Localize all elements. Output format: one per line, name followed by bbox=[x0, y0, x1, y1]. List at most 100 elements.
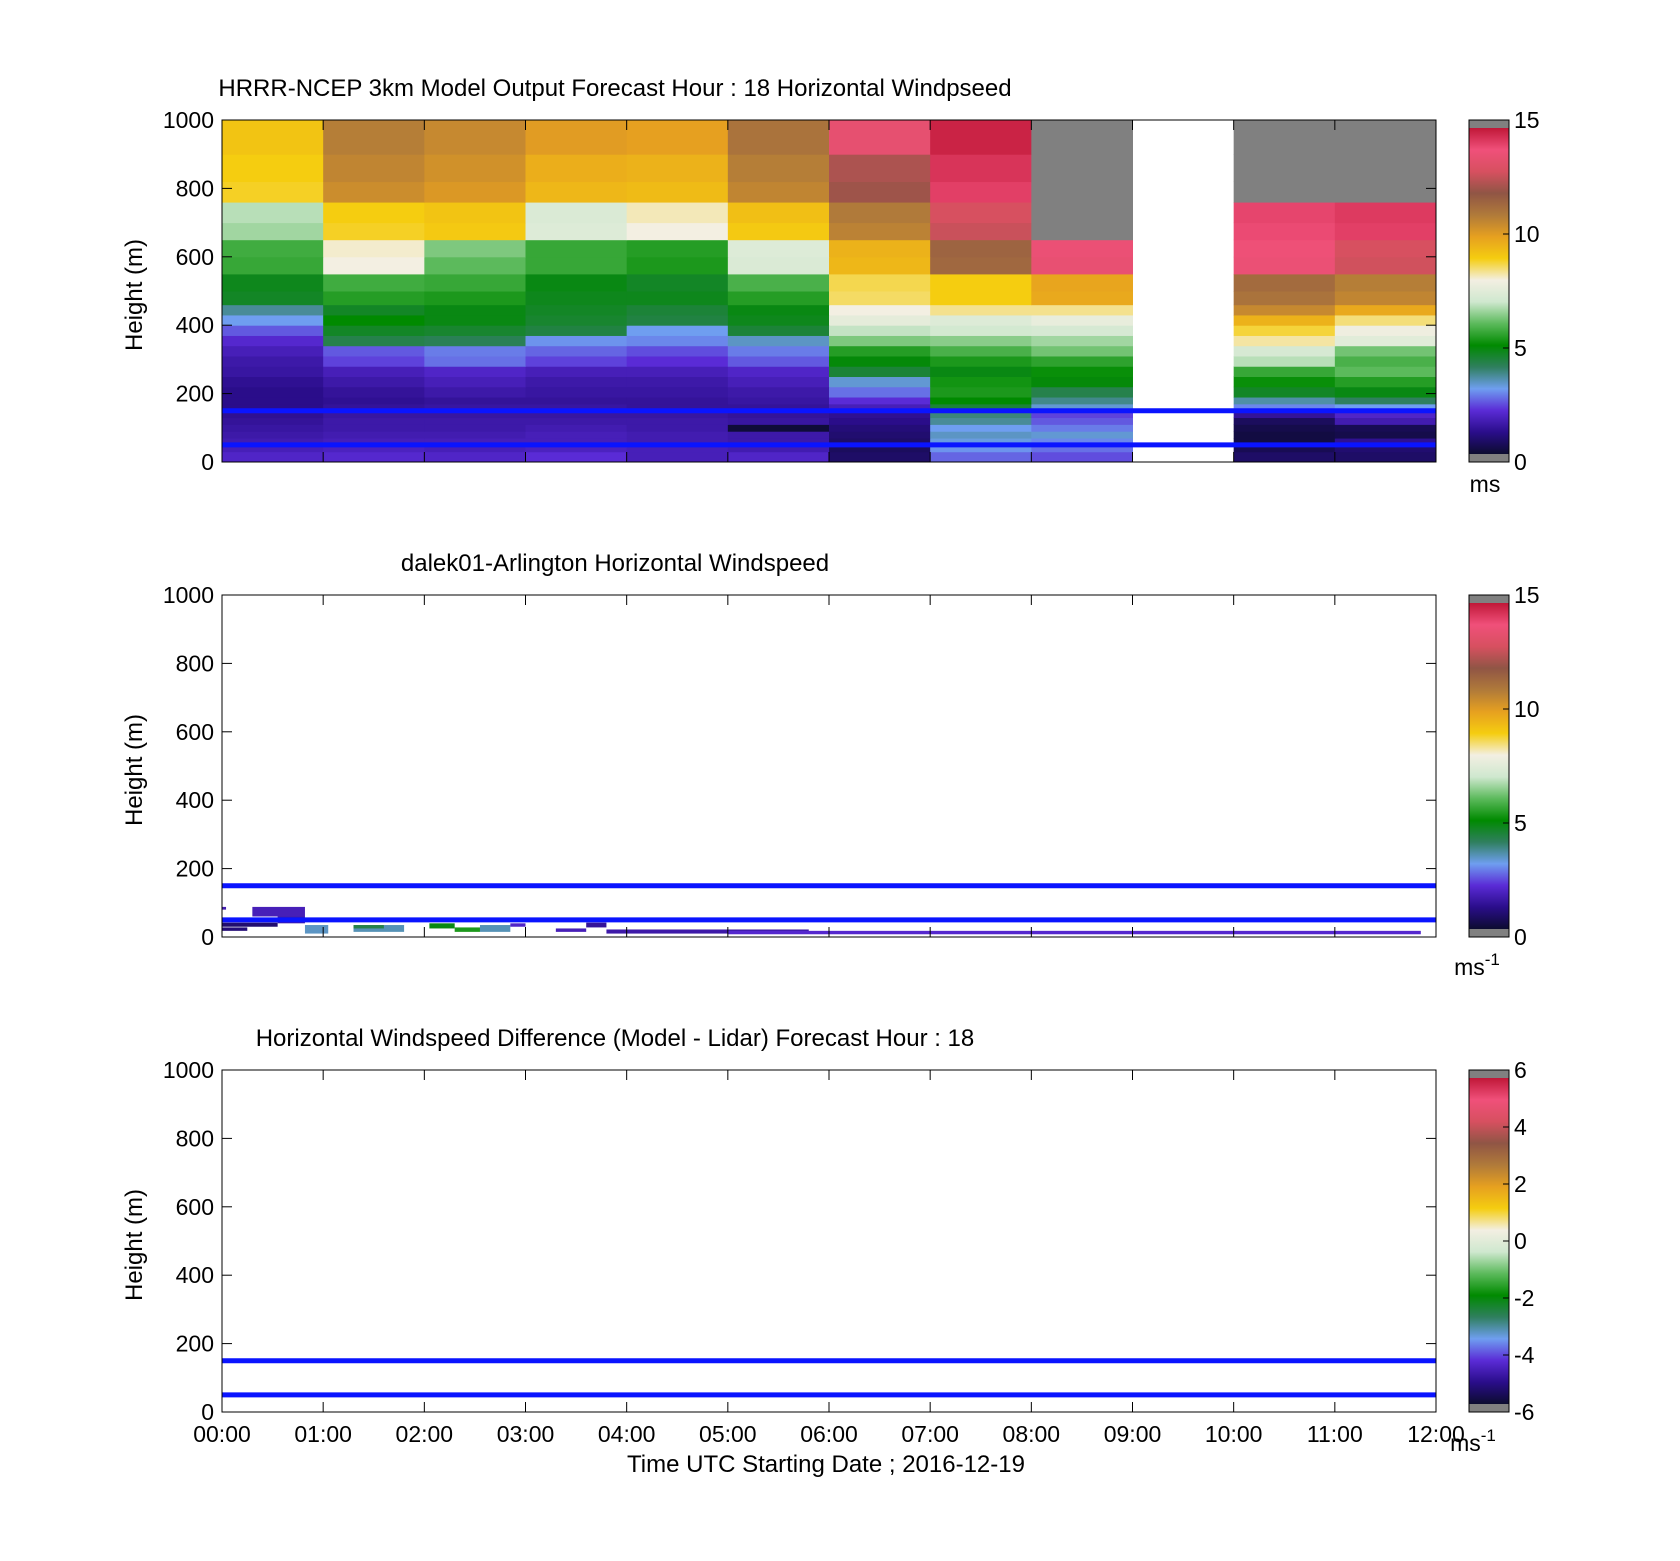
heatmap-cell bbox=[1233, 403, 1336, 412]
heatmap-cell bbox=[1334, 451, 1437, 463]
heatmap-cell bbox=[222, 451, 324, 463]
lidar-data-patch bbox=[252, 906, 305, 917]
colorbar-tick-label: 10 bbox=[1514, 221, 1540, 247]
heatmap-cell bbox=[1334, 335, 1437, 347]
heatmap-cell bbox=[1233, 325, 1336, 336]
heatmap-cell bbox=[323, 376, 425, 388]
panel-difference-title: Horizontal Windspeed Difference (Model -… bbox=[256, 1025, 975, 1052]
heatmap-cell bbox=[1233, 314, 1336, 326]
heatmap-cell bbox=[424, 431, 526, 439]
heatmap-cell bbox=[424, 366, 526, 377]
heatmap-cell bbox=[829, 273, 931, 292]
colorbar-over-cap bbox=[1469, 595, 1509, 603]
heatmap-cell bbox=[323, 397, 425, 405]
heatmap-cell bbox=[222, 256, 324, 275]
heatmap-cell bbox=[829, 397, 931, 405]
heatmap-cell bbox=[222, 314, 324, 326]
colorbar-tick-label: 0 bbox=[1514, 1228, 1527, 1254]
colorbar-tick-label: 0 bbox=[1514, 924, 1527, 950]
heatmap-cell bbox=[525, 335, 628, 347]
y-tick-label: 400 bbox=[176, 312, 214, 338]
panel-lidar-title: dalek01-Arlington Horizontal Windspeed bbox=[401, 550, 829, 577]
y-tick-label: 600 bbox=[176, 1194, 214, 1220]
heatmap-cell bbox=[829, 376, 931, 388]
heatmap-cell bbox=[626, 256, 729, 275]
heatmap-cell bbox=[1334, 256, 1437, 275]
heatmap-cell bbox=[727, 403, 830, 412]
heatmap-cell bbox=[930, 314, 1032, 326]
heatmap-cell bbox=[1031, 291, 1133, 306]
colorbar-tick-label: -6 bbox=[1514, 1399, 1534, 1425]
heatmap-cell bbox=[222, 386, 324, 398]
heatmap-cell bbox=[222, 291, 324, 306]
heatmap-cell bbox=[525, 431, 628, 439]
heatmap-cell bbox=[222, 417, 324, 425]
y-tick-label: 1000 bbox=[163, 107, 214, 133]
heatmap-cell bbox=[1031, 366, 1133, 377]
heatmap-cell bbox=[626, 397, 729, 405]
heatmap-cell bbox=[829, 410, 931, 419]
lidar-data-patch bbox=[586, 922, 607, 928]
colorbar: -6 -4 -2 0 2 4 6 bbox=[1468, 1057, 1535, 1425]
heatmap-cell bbox=[525, 222, 628, 241]
heatmap-cell bbox=[930, 431, 1032, 439]
plot-area: 0 200 400 600 800 1000 bbox=[163, 107, 1437, 475]
y-tick-label: 1000 bbox=[163, 1057, 214, 1083]
heatmap-cell bbox=[424, 410, 526, 419]
heatmap-cell bbox=[1031, 335, 1133, 347]
heatmap-cell bbox=[525, 444, 628, 453]
heatmap-cell bbox=[323, 304, 425, 316]
heatmap-cell bbox=[424, 239, 526, 258]
y-tick-label: 200 bbox=[176, 856, 214, 882]
heatmap-cell bbox=[930, 403, 1032, 412]
unit-base: ms bbox=[1454, 954, 1485, 980]
heatmap-cell bbox=[1233, 417, 1336, 425]
heatmap-cell bbox=[626, 291, 729, 306]
heatmap-cell bbox=[424, 325, 526, 336]
heatmap-cell bbox=[323, 239, 425, 258]
heatmap-cell bbox=[829, 256, 931, 275]
heatmap-cell bbox=[1031, 386, 1133, 398]
heatmap-cell bbox=[727, 314, 830, 326]
lidar-data-patch bbox=[304, 925, 329, 934]
heatmap-cell bbox=[829, 291, 931, 306]
heatmap-cell bbox=[222, 304, 324, 316]
heatmap-cell bbox=[930, 120, 1032, 155]
heatmap-cell bbox=[1031, 304, 1133, 316]
y-tick-label: 0 bbox=[201, 449, 214, 475]
heatmap-cell bbox=[1233, 222, 1336, 241]
heatmap-cell bbox=[323, 314, 425, 326]
heatmap-cell bbox=[424, 345, 526, 357]
colorbar-tick-label: 0 bbox=[1514, 449, 1527, 475]
heatmap-cell bbox=[424, 291, 526, 306]
heatmap-cell bbox=[829, 335, 931, 347]
heatmap-cell bbox=[727, 376, 830, 388]
heatmap-cell bbox=[727, 304, 830, 316]
heatmap-cell bbox=[727, 291, 830, 306]
heatmap-cell bbox=[1031, 451, 1133, 463]
heatmap-cell bbox=[323, 366, 425, 377]
heatmap-cell bbox=[525, 256, 628, 275]
heatmap-cell bbox=[1031, 431, 1133, 439]
y-tick-label: 0 bbox=[201, 924, 214, 950]
heatmap-cell bbox=[829, 366, 931, 377]
heatmap-cell bbox=[323, 417, 425, 425]
heatmap-cell bbox=[1233, 386, 1336, 398]
heatmap-cell bbox=[1334, 376, 1437, 388]
lidar-data-patch bbox=[222, 927, 248, 931]
heatmap-cell bbox=[525, 376, 628, 388]
heatmap-cell bbox=[424, 376, 526, 388]
heatmap-cell bbox=[1031, 438, 1133, 446]
panel-model-ylabel: Height (m) bbox=[121, 239, 148, 351]
colorbar-tick-label: 5 bbox=[1514, 810, 1527, 836]
heatmap-cell bbox=[1334, 444, 1437, 453]
heatmap-cell bbox=[424, 154, 526, 183]
heatmap-cell bbox=[525, 386, 628, 398]
heatmap-cell bbox=[626, 181, 729, 203]
axes-background bbox=[222, 595, 1436, 937]
y-tick-label: 0 bbox=[201, 1399, 214, 1425]
heatmap-cell bbox=[323, 181, 425, 203]
heatmap-cell bbox=[829, 424, 931, 432]
heatmap-cell bbox=[1334, 291, 1437, 306]
